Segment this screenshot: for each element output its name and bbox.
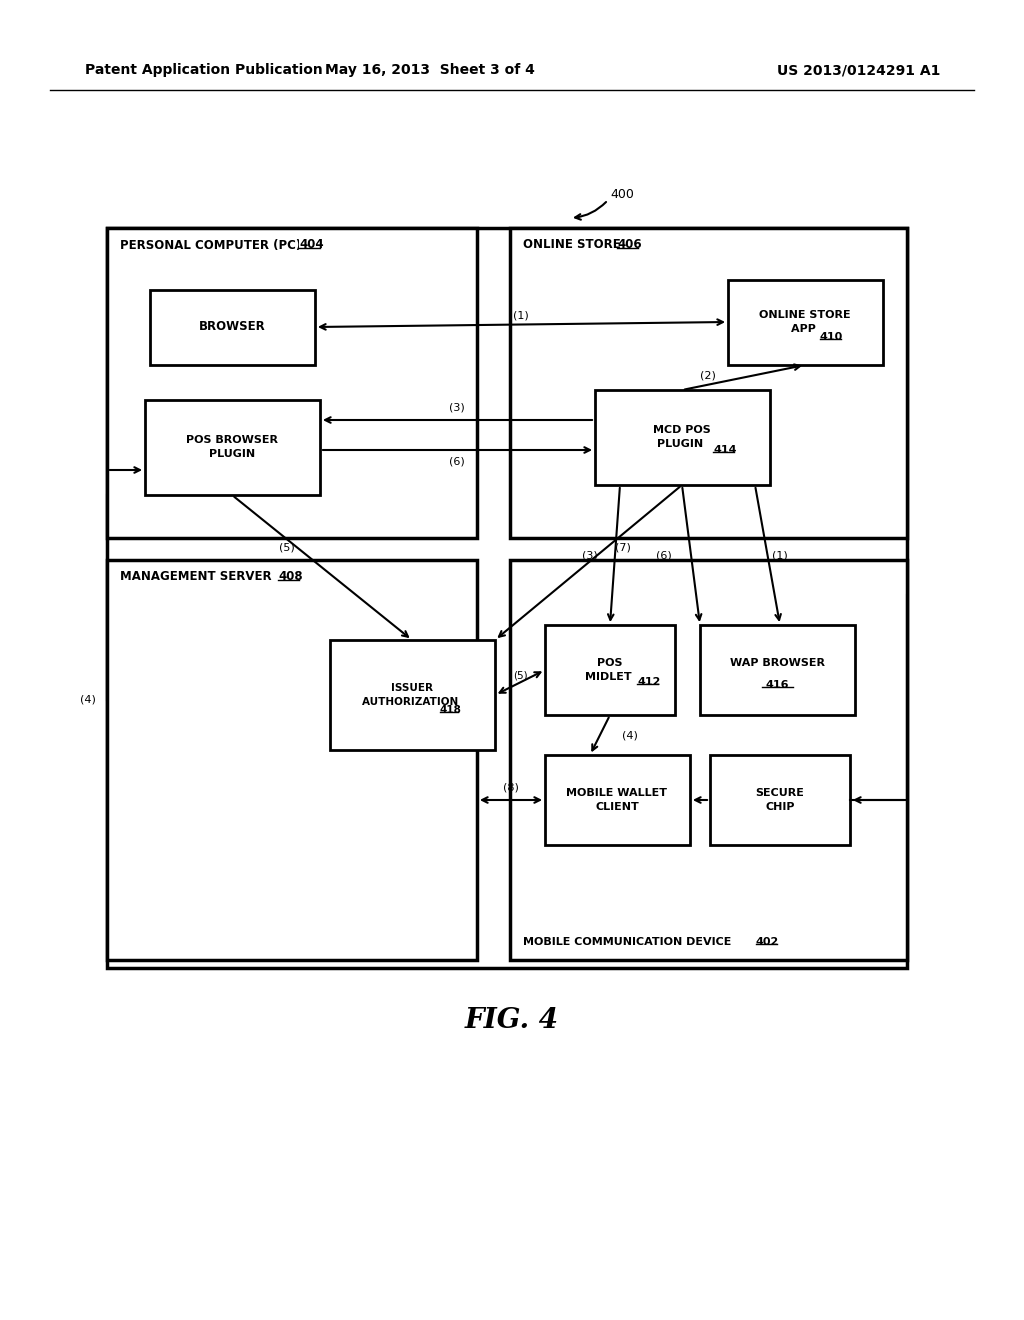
Text: (4): (4) bbox=[622, 730, 638, 741]
Text: May 16, 2013  Sheet 3 of 4: May 16, 2013 Sheet 3 of 4 bbox=[325, 63, 535, 77]
Text: 414: 414 bbox=[713, 445, 736, 455]
Text: (1): (1) bbox=[513, 310, 528, 319]
Bar bbox=[106, 228, 907, 968]
Bar bbox=[700, 624, 855, 715]
Text: (5): (5) bbox=[513, 671, 527, 680]
Text: (6): (6) bbox=[450, 457, 465, 467]
Text: SECURE
CHIP: SECURE CHIP bbox=[756, 788, 805, 812]
Text: MANAGEMENT SERVER: MANAGEMENT SERVER bbox=[120, 570, 275, 583]
Text: (2): (2) bbox=[700, 370, 716, 380]
Bar bbox=[510, 228, 907, 539]
Text: Patent Application Publication: Patent Application Publication bbox=[85, 63, 323, 77]
Text: (6): (6) bbox=[656, 550, 672, 560]
Text: FIG. 4: FIG. 4 bbox=[465, 1006, 559, 1034]
Text: (8): (8) bbox=[503, 781, 519, 792]
Text: BROWSER: BROWSER bbox=[199, 321, 265, 334]
Text: POS BROWSER
PLUGIN: POS BROWSER PLUGIN bbox=[186, 436, 278, 458]
Bar bbox=[106, 228, 477, 539]
Bar bbox=[145, 400, 319, 495]
Text: 418: 418 bbox=[440, 705, 462, 715]
Text: ONLINE STORE: ONLINE STORE bbox=[523, 239, 625, 252]
Text: MCD POS
PLUGIN: MCD POS PLUGIN bbox=[653, 425, 711, 449]
Text: 416: 416 bbox=[765, 680, 788, 690]
Text: 412: 412 bbox=[637, 677, 660, 686]
Text: PERSONAL COMPUTER (PC): PERSONAL COMPUTER (PC) bbox=[120, 239, 305, 252]
Text: 410: 410 bbox=[820, 333, 843, 342]
Text: 408: 408 bbox=[278, 570, 303, 583]
Bar bbox=[728, 280, 883, 366]
Text: 402: 402 bbox=[756, 937, 779, 946]
Text: (5): (5) bbox=[280, 543, 295, 552]
Bar bbox=[710, 755, 850, 845]
Bar bbox=[106, 560, 477, 960]
Text: POS
MIDLET: POS MIDLET bbox=[585, 659, 635, 681]
Text: ISSUER
AUTHORIZATION: ISSUER AUTHORIZATION bbox=[362, 684, 462, 706]
Text: (3): (3) bbox=[450, 403, 465, 413]
Bar bbox=[510, 560, 907, 960]
Text: MOBILE COMMUNICATION DEVICE: MOBILE COMMUNICATION DEVICE bbox=[523, 937, 735, 946]
Text: 406: 406 bbox=[617, 239, 642, 252]
Text: (7): (7) bbox=[615, 543, 631, 552]
Text: 400: 400 bbox=[610, 189, 634, 202]
Bar bbox=[150, 290, 315, 366]
Text: (3): (3) bbox=[583, 550, 598, 560]
Text: WAP BROWSER: WAP BROWSER bbox=[729, 659, 824, 681]
Text: (4): (4) bbox=[80, 696, 96, 705]
Text: 404: 404 bbox=[299, 239, 324, 252]
Text: ONLINE STORE
APP: ONLINE STORE APP bbox=[759, 310, 851, 334]
Bar bbox=[330, 640, 495, 750]
Bar bbox=[595, 389, 770, 484]
Text: (1): (1) bbox=[772, 550, 787, 560]
Text: US 2013/0124291 A1: US 2013/0124291 A1 bbox=[776, 63, 940, 77]
Bar bbox=[545, 755, 690, 845]
Bar bbox=[545, 624, 675, 715]
Text: MOBILE WALLET
CLIENT: MOBILE WALLET CLIENT bbox=[566, 788, 668, 812]
